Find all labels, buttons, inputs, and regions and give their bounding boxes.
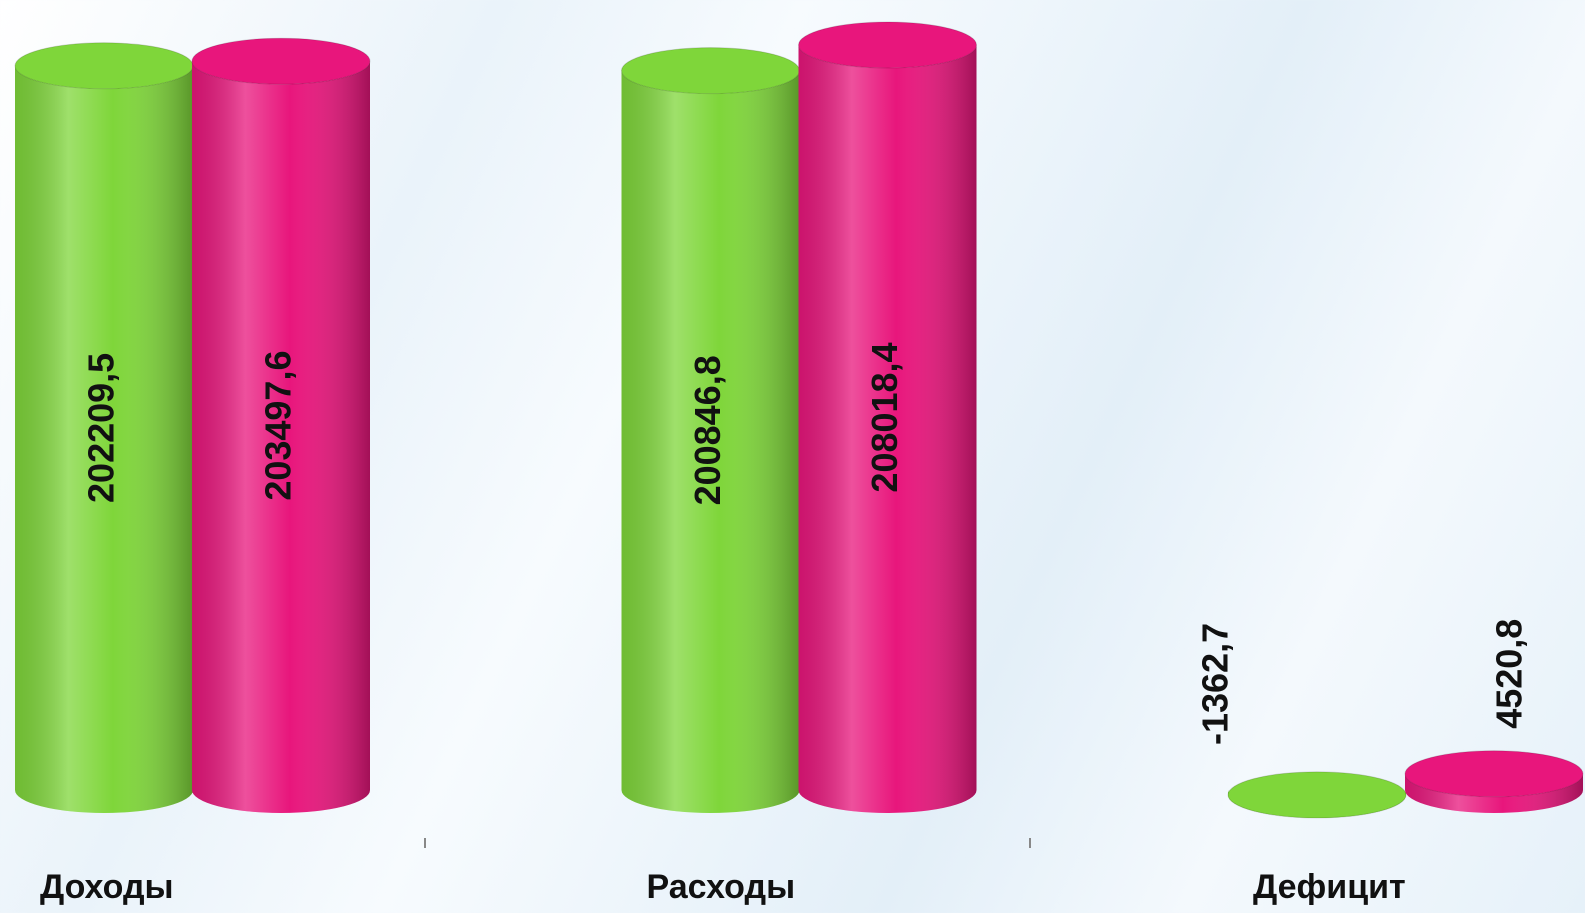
data-label: 202209,5 — [81, 353, 122, 503]
cylinder-top — [798, 21, 977, 69]
x-tick-label: Доходы — [40, 868, 174, 906]
data-label: -1362,7 — [1195, 623, 1236, 745]
cylinder-top — [1227, 771, 1407, 819]
cylinder-top — [1404, 750, 1584, 798]
data-label: 208018,4 — [864, 342, 905, 492]
cylinder-shading — [1405, 773, 1583, 813]
data-label: 203497,6 — [258, 351, 299, 501]
cylinder-top — [191, 37, 371, 85]
cylinder-top — [14, 42, 194, 90]
cylinder-shading — [15, 65, 193, 813]
cylinder-shading — [798, 45, 977, 814]
cylinder-shading — [621, 70, 800, 813]
data-label: 4520,8 — [1488, 619, 1529, 729]
x-tick-label: Расходы — [647, 868, 796, 906]
cylinder-shading — [192, 61, 370, 813]
data-label: 200846,8 — [687, 355, 728, 505]
x-tick-label: Дефицит — [1253, 868, 1406, 906]
cylinder-top — [621, 47, 800, 95]
